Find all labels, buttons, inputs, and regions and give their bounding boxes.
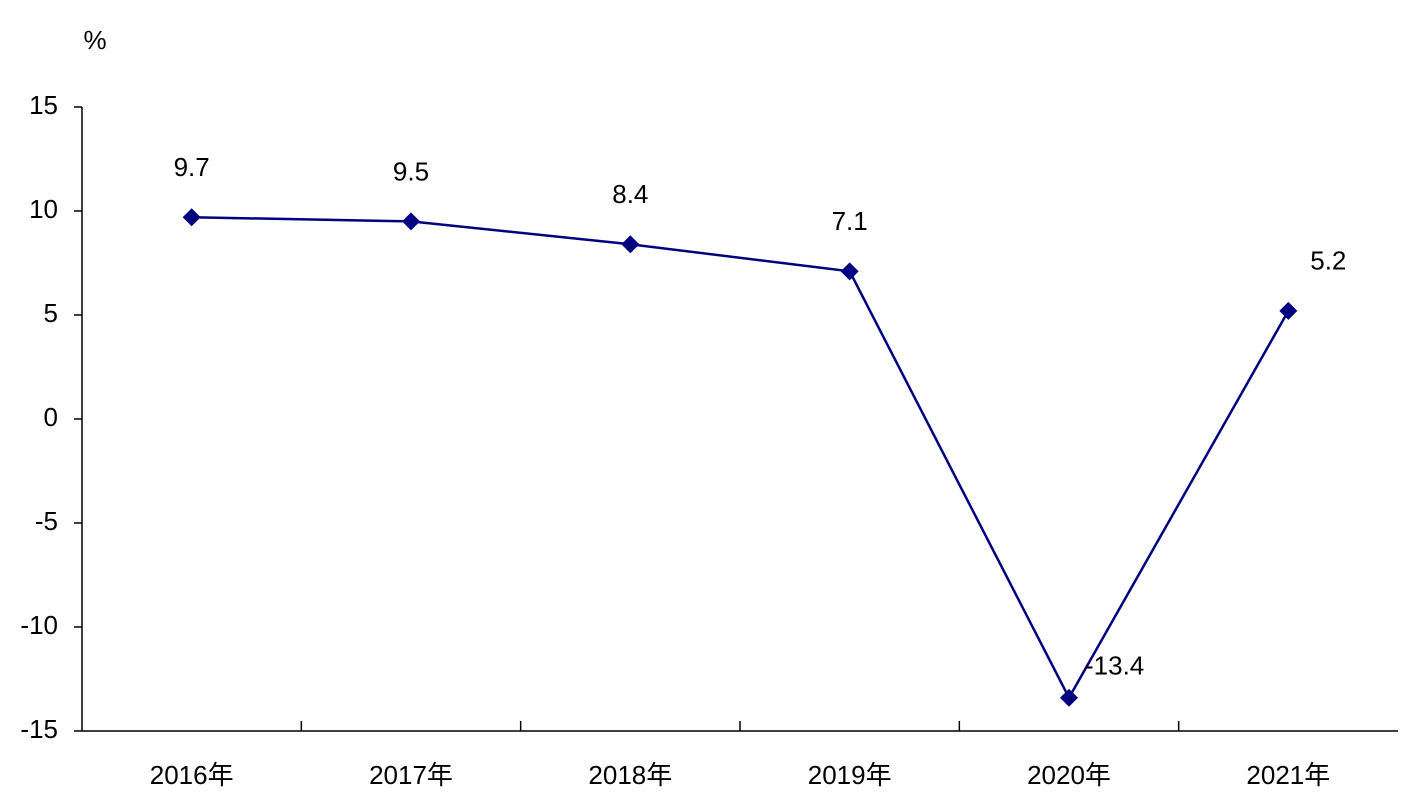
data-label: 9.7 [174,152,210,182]
data-label: 9.5 [393,156,429,186]
line [191,215,1290,701]
x-tick-label: 2016年 [150,760,234,790]
x-tick-label: 2019年 [808,760,892,790]
y-tick-label: 15 [29,90,58,120]
y-unit: % [83,25,106,55]
x-tick-label: 2020年 [1027,760,1111,790]
y-tick-label: 0 [44,402,58,432]
y-tick-label: -10 [20,610,58,640]
y-tick-label: 5 [44,298,58,328]
marker [1279,301,1298,320]
marker [621,235,640,254]
x-tick-label: 2021年 [1246,760,1330,790]
data-label: 5.2 [1310,246,1346,276]
x-tick-label: 2017年 [369,760,453,790]
y-tick-label: -15 [20,714,58,744]
marker [1060,688,1078,707]
x-tick-label: 2018年 [588,760,672,790]
marker [182,208,201,227]
data-label: 7.1 [832,206,868,236]
marker [840,262,859,281]
y-tick-label: -5 [35,506,58,536]
y-tick-label: 10 [29,194,58,224]
marker [402,212,420,231]
data-label: -13.4 [1085,651,1144,681]
data-label: 8.4 [612,179,648,209]
